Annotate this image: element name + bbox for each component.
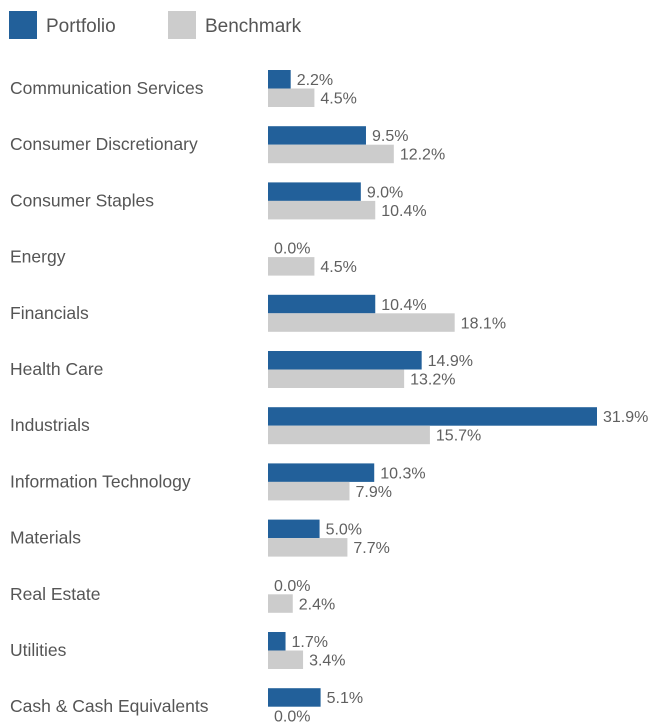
bar-portfolio-communication-services bbox=[268, 70, 291, 89]
value-label-portfolio-real-estate: 0.0% bbox=[274, 578, 310, 595]
legend-swatch-benchmark bbox=[168, 11, 196, 39]
value-label-benchmark-information-technology: 7.9% bbox=[355, 484, 391, 501]
category-label-materials: Materials bbox=[10, 528, 81, 548]
value-label-portfolio-communication-services: 2.2% bbox=[297, 72, 333, 89]
value-label-portfolio-materials: 5.0% bbox=[326, 522, 362, 539]
category-label-industrials: Industrials bbox=[10, 415, 90, 435]
legend-label-portfolio: Portfolio bbox=[46, 16, 116, 37]
bar-portfolio-industrials bbox=[268, 407, 597, 426]
bar-portfolio-cash-and-cash-equivalents bbox=[268, 688, 321, 707]
value-label-benchmark-real-estate: 2.4% bbox=[299, 596, 335, 613]
category-label-real-estate: Real Estate bbox=[10, 584, 100, 604]
legend-swatch-portfolio bbox=[9, 11, 37, 39]
bar-portfolio-health-care bbox=[268, 351, 422, 370]
value-label-benchmark-consumer-discretionary: 12.2% bbox=[400, 147, 445, 164]
value-label-benchmark-materials: 7.7% bbox=[353, 540, 389, 557]
bar-benchmark-financials bbox=[268, 313, 455, 332]
value-label-benchmark-utilities: 3.4% bbox=[309, 653, 345, 670]
legend-label-benchmark: Benchmark bbox=[205, 16, 302, 37]
bar-portfolio-consumer-discretionary bbox=[268, 126, 366, 145]
value-label-portfolio-information-technology: 10.3% bbox=[380, 465, 425, 482]
bar-benchmark-industrials bbox=[268, 425, 430, 445]
bar-portfolio-information-technology bbox=[268, 463, 375, 482]
bar-benchmark-materials bbox=[268, 538, 348, 557]
value-label-portfolio-health-care: 14.9% bbox=[428, 353, 473, 370]
legend: Portfolio Benchmark bbox=[9, 11, 302, 39]
category-label-cash-and-cash-equivalents: Cash & Cash Equivalents bbox=[10, 696, 209, 716]
bar-benchmark-real-estate bbox=[268, 594, 293, 613]
bar-benchmark-communication-services bbox=[268, 88, 315, 107]
value-label-portfolio-consumer-staples: 9.0% bbox=[367, 184, 403, 201]
bar-portfolio-financials bbox=[268, 294, 376, 314]
bar-benchmark-consumer-staples bbox=[268, 200, 376, 220]
value-label-benchmark-industrials: 15.7% bbox=[436, 428, 481, 445]
bar-benchmark-utilities bbox=[268, 650, 304, 669]
value-label-portfolio-financials: 10.4% bbox=[381, 297, 426, 314]
value-label-portfolio-industrials: 31.9% bbox=[603, 409, 648, 426]
bar-portfolio-consumer-staples bbox=[268, 182, 361, 201]
category-label-energy: Energy bbox=[10, 247, 66, 267]
category-label-communication-services: Communication Services bbox=[10, 78, 204, 98]
category-label-financials: Financials bbox=[10, 303, 89, 323]
bar-portfolio-materials bbox=[268, 519, 320, 539]
category-label-health-care: Health Care bbox=[10, 359, 103, 379]
plot-area: Communication Services 2.2% 4.5% Consumer D… bbox=[10, 70, 648, 723]
bar-benchmark-consumer-discretionary bbox=[268, 144, 394, 164]
value-label-portfolio-consumer-discretionary: 9.5% bbox=[372, 128, 408, 145]
value-label-benchmark-health-care: 13.2% bbox=[410, 372, 455, 389]
value-label-benchmark-communication-services: 4.5% bbox=[320, 91, 356, 108]
category-label-information-technology: Information Technology bbox=[10, 471, 191, 491]
bar-benchmark-health-care bbox=[268, 369, 405, 388]
bar-portfolio-utilities bbox=[268, 632, 286, 651]
value-label-benchmark-financials: 18.1% bbox=[461, 315, 506, 332]
value-label-portfolio-utilities: 1.7% bbox=[292, 634, 328, 651]
category-label-consumer-discretionary: Consumer Discretionary bbox=[10, 134, 198, 154]
value-label-benchmark-energy: 4.5% bbox=[320, 259, 356, 276]
value-label-benchmark-consumer-staples: 10.4% bbox=[381, 203, 426, 220]
bar-benchmark-energy bbox=[268, 257, 315, 276]
value-label-portfolio-energy: 0.0% bbox=[274, 241, 310, 258]
category-label-utilities: Utilities bbox=[10, 640, 67, 660]
bar-benchmark-information-technology bbox=[268, 481, 350, 501]
category-label-consumer-staples: Consumer Staples bbox=[10, 190, 154, 210]
value-label-portfolio-cash-and-cash-equivalents: 5.1% bbox=[327, 690, 363, 707]
value-label-benchmark-cash-and-cash-equivalents: 0.0% bbox=[274, 709, 310, 723]
